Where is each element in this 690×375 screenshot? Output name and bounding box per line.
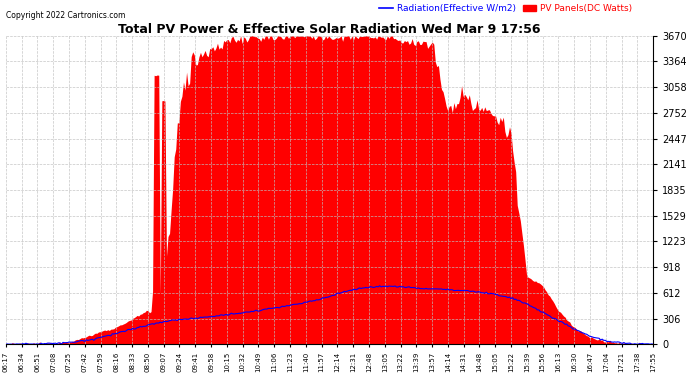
Legend: Radiation(Effective W/m2), PV Panels(DC Watts): Radiation(Effective W/m2), PV Panels(DC … <box>376 0 635 16</box>
Text: Copyright 2022 Cartronics.com: Copyright 2022 Cartronics.com <box>6 11 125 20</box>
Title: Total PV Power & Effective Solar Radiation Wed Mar 9 17:56: Total PV Power & Effective Solar Radiati… <box>118 23 541 36</box>
